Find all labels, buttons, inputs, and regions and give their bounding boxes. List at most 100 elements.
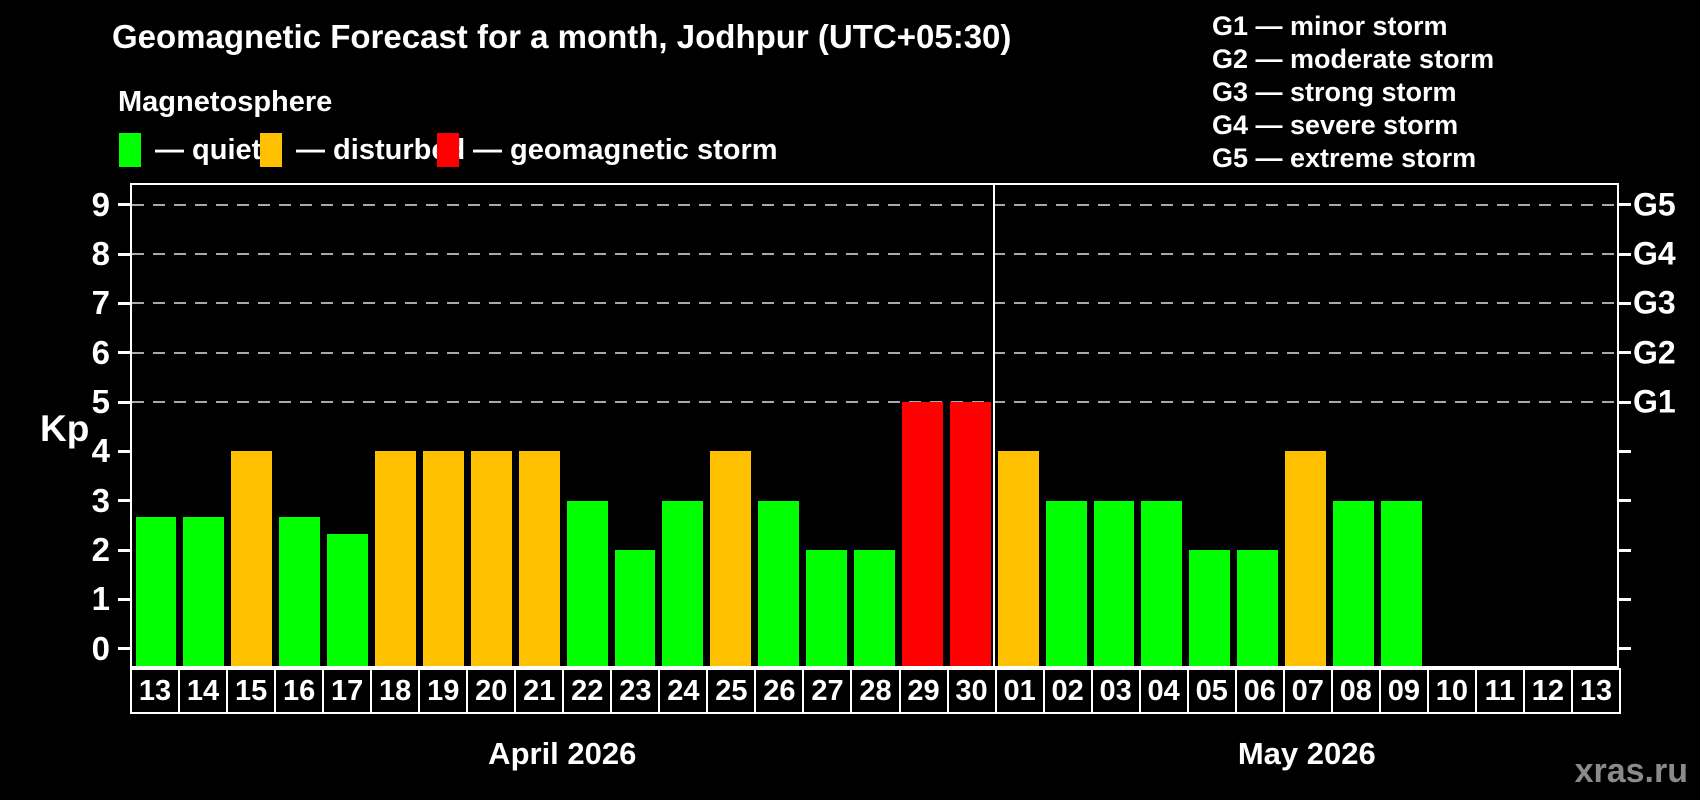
g-legend-line-1: G1 — minor storm <box>1212 11 1448 41</box>
y-tick-label-2: 2 <box>91 531 110 569</box>
y-tick-label-3: 3 <box>91 481 110 519</box>
date-axis: 13 14 15 16 17 18 19 20 21 22 23 24 25 26 27 28 29 30 01 02… <box>130 668 1623 714</box>
g-axis-label-g2: G2 <box>1633 334 1676 371</box>
y-tick-right-7 <box>1619 301 1631 305</box>
g-legend-line-4: G4 — severe storm <box>1212 110 1459 140</box>
date-cell-09: 09 <box>1378 668 1429 714</box>
y-tick-right-1 <box>1619 597 1631 601</box>
month-separator <box>993 185 996 666</box>
kp-bar-24 <box>662 500 704 666</box>
date-cell-03: 03 <box>1090 668 1141 714</box>
y-tick-right-5 <box>1619 400 1631 404</box>
legend-item-quiet: — quiet <box>119 131 261 169</box>
kp-bar-29 <box>901 402 943 666</box>
kp-bar-09 <box>1380 500 1422 666</box>
y-tick-left-5 <box>118 400 130 404</box>
date-cell-07: 07 <box>1282 668 1333 714</box>
date-cell-29: 29 <box>898 668 949 714</box>
y-tick-left-9 <box>118 203 130 207</box>
date-cell-13: 13 <box>130 668 181 714</box>
date-cell-08: 08 <box>1330 668 1381 714</box>
y-tick-left-0 <box>118 647 130 651</box>
kp-bar-28 <box>854 550 895 666</box>
legend-label-disturbed: — disturbed <box>296 133 466 166</box>
y-tick-left-4 <box>118 449 130 453</box>
disturbed-color-swatch <box>260 133 282 167</box>
gridline-kp7 <box>132 302 1617 305</box>
y-tick-left-7 <box>118 301 130 305</box>
kp-bar-02 <box>1045 500 1087 666</box>
month-label-1: May 2026 <box>1237 736 1376 771</box>
g-legend-line-3: G3 — strong storm <box>1212 77 1457 107</box>
kp-bar-21 <box>518 451 560 666</box>
g-axis-label-g3: G3 <box>1633 284 1676 321</box>
g-scale-legend: G1 — minor storm G2 — moderate storm G3 — … <box>1212 10 1494 175</box>
date-cell-01: 01 <box>994 668 1045 714</box>
y-tick-label-0: 0 <box>91 629 110 667</box>
date-cell-12: 12 <box>1522 668 1573 714</box>
kp-bar-30 <box>949 402 991 666</box>
kp-bar-25 <box>710 451 752 666</box>
g-axis-label-g4: G4 <box>1633 235 1676 272</box>
y-tick-right-6 <box>1619 351 1631 355</box>
kp-bar-23 <box>614 550 656 666</box>
gridline-kp5 <box>132 401 1617 404</box>
kp-bar-17 <box>327 533 368 666</box>
y-tick-label-5: 5 <box>91 383 110 421</box>
y-tick-label-9: 9 <box>91 185 110 223</box>
kp-bar-15 <box>231 451 273 666</box>
date-cell-04: 04 <box>1138 668 1189 714</box>
legend-label-storm: — geomagnetic storm <box>473 133 778 166</box>
date-cell-13: 13 <box>1570 668 1621 714</box>
date-cell-17: 17 <box>322 668 373 714</box>
date-cell-21: 21 <box>514 668 565 714</box>
gridline-kp8 <box>132 253 1617 256</box>
date-cell-18: 18 <box>370 668 421 714</box>
g-axis-label-g5: G5 <box>1633 186 1676 223</box>
y-tick-right-2 <box>1619 548 1631 552</box>
y-tick-label-7: 7 <box>91 284 110 322</box>
y-tick-right-0 <box>1619 647 1631 651</box>
y-tick-right-3 <box>1619 499 1631 503</box>
gridline-kp9 <box>132 203 1617 206</box>
date-cell-06: 06 <box>1234 668 1285 714</box>
kp-bar-27 <box>806 550 848 666</box>
y-tick-left-2 <box>118 548 130 552</box>
kp-bar-03 <box>1093 500 1135 666</box>
y-tick-left-3 <box>118 499 130 503</box>
month-label-0: April 2026 <box>488 736 637 771</box>
kp-bar-04 <box>1141 500 1183 666</box>
date-cell-10: 10 <box>1426 668 1477 714</box>
date-cell-20: 20 <box>466 668 517 714</box>
y-tick-right-4 <box>1619 449 1631 453</box>
date-cell-24: 24 <box>658 668 709 714</box>
date-cell-26: 26 <box>754 668 805 714</box>
storm-color-swatch <box>437 133 459 167</box>
kp-bar-06 <box>1237 550 1279 666</box>
g-axis-label-g1: G1 <box>1633 383 1676 420</box>
y-axis-label: Kp <box>40 408 90 449</box>
kp-bar-plot: 0 1 2 3 4 5 6 7 8 9 G1 G2 G3 G4 G5 <box>92 183 1676 668</box>
y-tick-label-1: 1 <box>91 580 110 618</box>
date-cell-15: 15 <box>226 668 277 714</box>
date-cell-05: 05 <box>1186 668 1237 714</box>
kp-bar-13 <box>135 517 177 666</box>
kp-bar-05 <box>1189 550 1231 666</box>
magnetosphere-label: Magnetosphere <box>118 86 333 118</box>
kp-bar-26 <box>758 500 800 666</box>
y-tick-left-1 <box>118 597 130 601</box>
y-tick-left-8 <box>118 252 130 256</box>
kp-bar-16 <box>279 517 321 666</box>
date-cell-19: 19 <box>418 668 469 714</box>
date-cell-02: 02 <box>1042 668 1093 714</box>
y-tick-right-9 <box>1619 203 1631 207</box>
y-tick-left-6 <box>118 351 130 355</box>
y-tick-right-8 <box>1619 252 1631 256</box>
kp-bar-01 <box>997 451 1039 666</box>
kp-bar-08 <box>1333 500 1374 666</box>
date-cell-14: 14 <box>178 668 229 714</box>
legend-item-disturbed: — disturbed <box>260 131 465 169</box>
kp-bar-18 <box>375 451 416 666</box>
date-cell-22: 22 <box>562 668 613 714</box>
